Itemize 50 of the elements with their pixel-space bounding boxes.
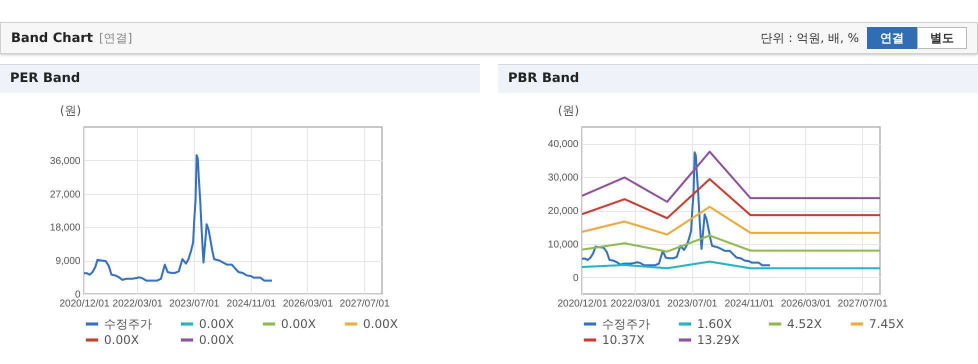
chart-title: PER Band — [0, 64, 480, 93]
legend-label: 7.45X — [869, 317, 904, 331]
y-tick-label: 10,000 — [548, 239, 579, 250]
legend-label: 10.37X — [602, 333, 645, 347]
line-series — [582, 234, 880, 253]
legend-label: 0.00X — [363, 317, 398, 331]
text: [연결] — [98, 31, 132, 45]
x-tick-label: 2024/11/01 — [724, 298, 774, 310]
legend-label: 4.52X — [787, 317, 822, 331]
legend-label: 13.29X — [697, 333, 740, 347]
x-tick-label: 2027/07/01 — [340, 298, 390, 310]
line-series — [582, 260, 880, 270]
legend-label: 0.00X — [104, 333, 139, 347]
chart-title: PBR Band — [498, 64, 978, 93]
line-series — [582, 206, 880, 236]
x-tick-label: 2022/03/01 — [610, 298, 662, 310]
y-tick-label: 27,000 — [50, 189, 81, 200]
legend-label: 0.00X — [281, 317, 316, 331]
line-series — [582, 151, 771, 266]
legend-label: 수정주가 — [602, 317, 650, 331]
y-tick-label: 20,000 — [548, 206, 579, 217]
x-tick-label: 2026/03/01 — [780, 298, 832, 310]
x-tick-label: 2022/03/01 — [112, 298, 164, 310]
x-tick-label: 2027/07/01 — [838, 298, 888, 310]
legend-label: 0.00X — [199, 317, 234, 331]
text: 연결 — [867, 27, 917, 49]
legend-label: 1.60X — [697, 317, 732, 331]
y-tick-label: 40,000 — [548, 139, 579, 150]
y-tick-label: 18,000 — [50, 222, 81, 234]
y-tick-label: 36,000 — [50, 156, 81, 167]
line-series — [84, 154, 273, 282]
x-tick-label: 2023/07/01 — [667, 298, 718, 310]
text: 별도 — [917, 27, 967, 49]
y-tick-label: 0 — [74, 290, 81, 300]
y-axis-title: (원) — [558, 104, 580, 118]
line-series — [582, 178, 880, 220]
x-tick-label: 2026/03/01 — [282, 298, 334, 310]
legend-label: 0.00X — [199, 333, 234, 347]
line-series — [582, 150, 880, 203]
y-axis-title: (원) — [60, 104, 82, 118]
y-tick-label: 30,000 — [548, 172, 579, 184]
y-tick-label: 9,000 — [55, 256, 81, 268]
x-tick-label: 2020/12/01 — [557, 298, 608, 310]
x-tick-label: 2024/11/01 — [226, 298, 276, 310]
x-tick-label: 2020/12/01 — [59, 298, 110, 310]
text: 단위 : 억원, 배, % — [760, 30, 859, 46]
x-tick-label: 2023/07/01 — [169, 298, 220, 310]
legend-label: 수정주가 — [104, 317, 152, 331]
text: Band Chart — [11, 31, 93, 46]
y-tick-label: 0 — [572, 272, 579, 284]
